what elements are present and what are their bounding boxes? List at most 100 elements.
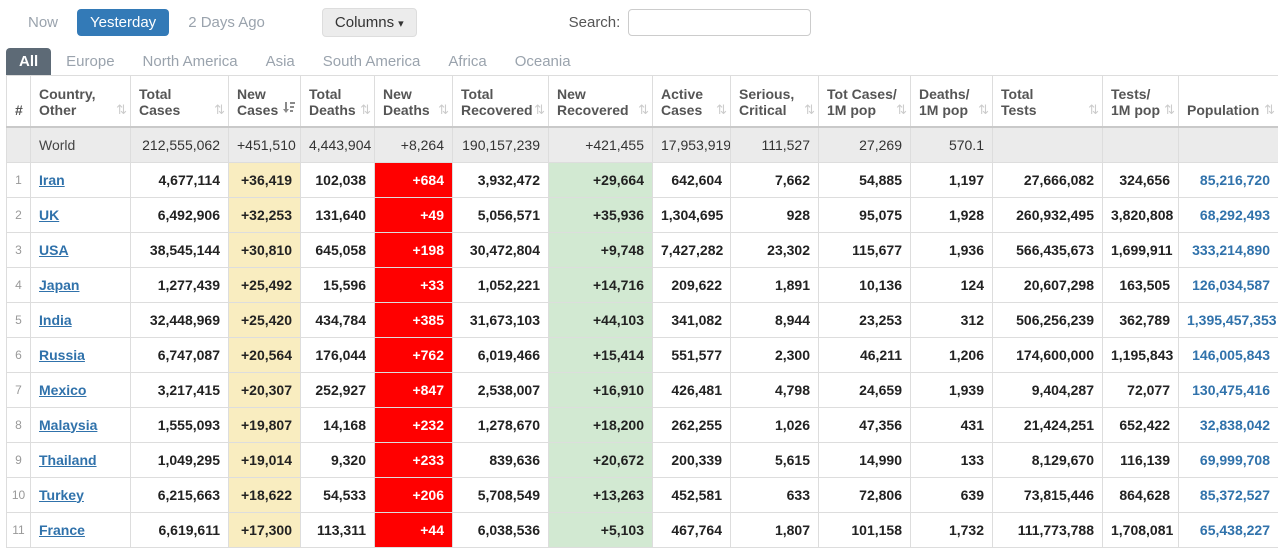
search-input[interactable]	[628, 9, 811, 36]
tab-all[interactable]: All	[6, 48, 51, 75]
cell-deaths-1m: 639	[911, 477, 993, 512]
country-link[interactable]: Malaysia	[39, 417, 97, 433]
cell-total-deaths: 9,320	[301, 442, 375, 477]
tab-africa[interactable]: Africa	[435, 48, 499, 75]
cell-total-cases: 6,619,611	[131, 512, 229, 547]
cell-active-cases: 551,577	[653, 337, 731, 372]
cell-population[interactable]: 85,216,720	[1179, 162, 1278, 197]
sort-icon: ⇅	[638, 102, 649, 118]
sort-icon: ⇅	[360, 102, 371, 118]
cell-deaths-1m: 1,197	[911, 162, 993, 197]
time-button-now[interactable]: Now	[15, 9, 71, 36]
cell-tot-cases-1m: 24,659	[819, 372, 911, 407]
cell-population[interactable]: 85,372,527	[1179, 477, 1278, 512]
country-link[interactable]: Iran	[39, 172, 65, 188]
cell-new-deaths: +33	[375, 267, 453, 302]
cell-population[interactable]: 130,475,416	[1179, 372, 1278, 407]
country-link[interactable]: Mexico	[39, 382, 86, 398]
country-link[interactable]: UK	[39, 207, 59, 223]
cell-new-cases: +30,810	[229, 232, 301, 267]
cell-tests-1m: 3,820,808	[1103, 197, 1179, 232]
time-button-2-days-ago[interactable]: 2 Days Ago	[175, 9, 278, 36]
sort-icon: ⇅	[438, 102, 449, 118]
sort-icon: ⇅	[804, 102, 815, 118]
col-header-tot-cases-1m-pop[interactable]: Tot Cases/1M pop⇅	[819, 76, 911, 127]
cell-tests-1m: 72,077	[1103, 372, 1179, 407]
cell-tot-cases-1m: 101,158	[819, 512, 911, 547]
cell-total-cases: 32,448,969	[131, 302, 229, 337]
cell-country: Iran	[31, 162, 131, 197]
cell-population[interactable]: 146,005,843	[1179, 337, 1278, 372]
columns-dropdown-button[interactable]: Columns▾	[322, 8, 417, 37]
cell-population[interactable]: 65,438,227	[1179, 512, 1278, 547]
cell-new-recovered: +44,103	[549, 302, 653, 337]
col-header-label: Country,Other	[39, 86, 96, 118]
col-header-label: Serious,Critical	[739, 86, 794, 118]
cell-population[interactable]: 68,292,493	[1179, 197, 1278, 232]
country-link[interactable]: Turkey	[39, 487, 84, 503]
time-button-yesterday[interactable]: Yesterday	[77, 9, 169, 36]
cell-new-cases: +32,253	[229, 197, 301, 232]
cell-tot-cases-1m: 47,356	[819, 407, 911, 442]
tab-oceania[interactable]: Oceania	[502, 48, 584, 75]
cell-new-deaths: +847	[375, 372, 453, 407]
cell-country: Turkey	[31, 477, 131, 512]
cell-new-deaths: +206	[375, 477, 453, 512]
col-header-serious-critical[interactable]: Serious,Critical ⇅	[731, 76, 819, 127]
tab-north-america[interactable]: North America	[130, 48, 251, 75]
sort-icon: ⇅	[716, 102, 727, 118]
cell-total-recovered: 5,708,549	[453, 477, 549, 512]
cell-new-deaths: +762	[375, 337, 453, 372]
cell-rank: 11	[7, 512, 31, 547]
cell-new-cases: +18,622	[229, 477, 301, 512]
col-header-country-other[interactable]: Country,Other⇅	[31, 76, 131, 127]
cell-population[interactable]: 333,214,890	[1179, 232, 1278, 267]
tab-asia[interactable]: Asia	[253, 48, 308, 75]
country-link[interactable]: USA	[39, 242, 69, 258]
cell-population[interactable]: 32,838,042	[1179, 407, 1278, 442]
cell-population[interactable]: 126,034,587	[1179, 267, 1278, 302]
country-link[interactable]: France	[39, 522, 85, 538]
tab-europe[interactable]: Europe	[53, 48, 127, 75]
cell-serious-critical: 633	[731, 477, 819, 512]
col-header-tests-1m-pop[interactable]: Tests/1M pop⇅	[1103, 76, 1179, 127]
cell-total-tests	[993, 127, 1103, 163]
cell-new-recovered: +35,936	[549, 197, 653, 232]
cell-total-cases: 6,492,906	[131, 197, 229, 232]
country-link[interactable]: Russia	[39, 347, 85, 363]
search-label: Search:	[569, 14, 621, 31]
cell-population[interactable]: 1,395,457,353	[1179, 302, 1278, 337]
country-link[interactable]: India	[39, 312, 72, 328]
cell-total-deaths: 252,927	[301, 372, 375, 407]
col-header-label: Deaths/1M pop	[919, 86, 970, 118]
tab-south-america[interactable]: South America	[310, 48, 434, 75]
col-header-population[interactable]: Population⇅	[1179, 76, 1278, 127]
cell-country: Malaysia	[31, 407, 131, 442]
cell-country: Mexico	[31, 372, 131, 407]
country-link[interactable]: Thailand	[39, 452, 97, 468]
cell-total-cases: 1,277,439	[131, 267, 229, 302]
country-link[interactable]: Japan	[39, 277, 79, 293]
col-header-deaths-1m-pop[interactable]: Deaths/1M pop⇅	[911, 76, 993, 127]
cell-new-cases: +19,014	[229, 442, 301, 477]
cell-country: India	[31, 302, 131, 337]
cell-deaths-1m: 312	[911, 302, 993, 337]
search-area: Search:	[569, 9, 812, 36]
cell-total-tests: 73,815,446	[993, 477, 1103, 512]
cell-population[interactable]: 69,999,708	[1179, 442, 1278, 477]
